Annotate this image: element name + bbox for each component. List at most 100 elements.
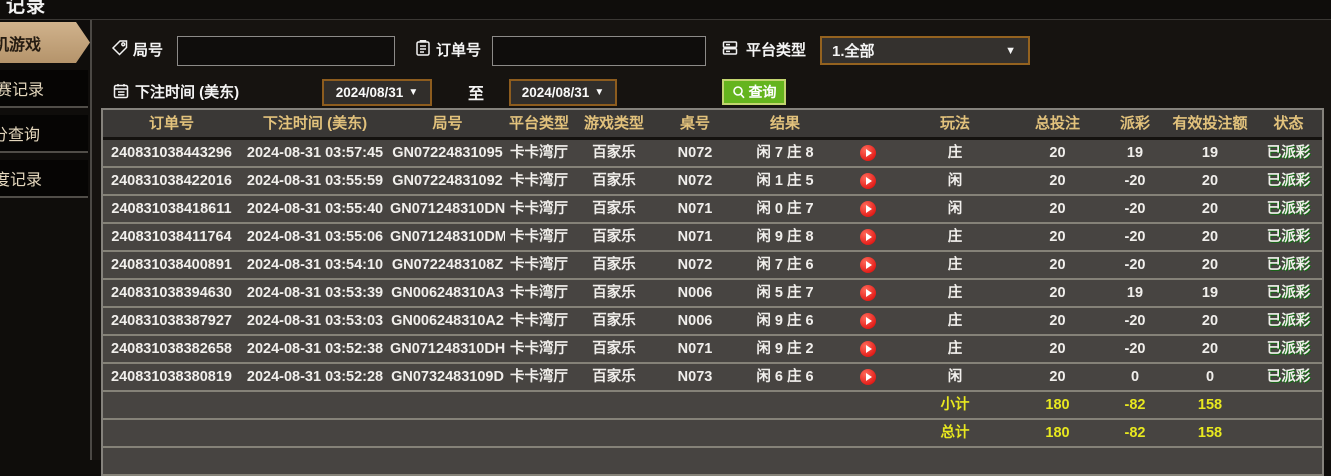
play-replay-button[interactable] (859, 173, 876, 189)
cell-game-type: 百家乐 (592, 173, 636, 189)
search-button[interactable]: 查询 (722, 79, 786, 105)
sidebar-item-label: 机游戏 (0, 36, 42, 54)
column-header: 玩法 (939, 115, 970, 132)
chevron-down-icon: ▼ (594, 87, 605, 98)
cell-game-type: 百家乐 (592, 341, 636, 357)
play-replay-button[interactable] (859, 313, 876, 329)
date-from-picker[interactable]: 2024/08/31 ▼ (322, 79, 432, 106)
round-no-input[interactable] (177, 36, 395, 66)
cell-platform: 卡卡湾厅 (510, 201, 568, 217)
cell-total-valid: 158 (1197, 397, 1223, 413)
play-replay-button[interactable] (859, 341, 876, 357)
cell-play-type: 庄 (947, 229, 963, 245)
sidebar-item-history[interactable]: 度记录 (0, 160, 88, 198)
cell-empty (390, 420, 505, 446)
cell-status: 已派彩 (1266, 341, 1311, 357)
cell-empty (103, 448, 1322, 474)
cell-total-payout: -82 (1124, 425, 1146, 441)
cell-round-no: GN071248310DH (390, 341, 505, 357)
cell-table-no: N073 (677, 369, 713, 385)
cell-status: 已派彩 (1266, 313, 1311, 329)
cell-platform: 卡卡湾厅 (510, 229, 568, 245)
cell-play-type: 闲 (947, 369, 963, 385)
cell-order-no: 240831038418611 (111, 201, 232, 217)
date-to-picker[interactable]: 2024/08/31 ▼ (509, 79, 617, 106)
sidebar-item-label: 赛记录 (0, 82, 45, 99)
cell-replay (835, 280, 900, 306)
column-header: 派彩 (1119, 115, 1150, 132)
cell-payout: -20 (1124, 341, 1146, 357)
cell-game-type: 百家乐 (592, 257, 636, 273)
round-no-label: 局号 (133, 42, 164, 59)
sidebar-item-games-active[interactable]: 机游戏 (0, 22, 90, 63)
cell-round-no: GN006248310A2 (391, 313, 504, 329)
sidebar-item-query[interactable]: 分查询 (0, 115, 88, 153)
play-replay-button[interactable] (859, 145, 876, 161)
cell-platform: 卡卡湾厅 (510, 145, 568, 161)
cell-empty (1255, 420, 1322, 446)
cell-bet-time: 2024-08-31 03:54:10 (246, 257, 384, 273)
cell-empty (655, 420, 735, 446)
cell-total-bet: 20 (1049, 229, 1066, 245)
page-title: 记录 (6, 0, 47, 17)
cell-result: 闲 7 庄 6 (756, 257, 814, 273)
column-header: 有效投注额 (1172, 115, 1248, 132)
column-header: 订单号 (148, 115, 194, 132)
cell-empty (390, 392, 505, 418)
cell-order-no: 240831038411764 (111, 229, 232, 245)
top-divider (0, 19, 1331, 20)
cell-payout: -20 (1124, 173, 1146, 189)
cell-total-bet: 20 (1049, 313, 1066, 329)
table-row: 240831038394630 2024-08-31 03:53:39 GN0062… (103, 280, 1322, 308)
cell-order-no: 240831038422016 (111, 173, 232, 189)
cell-game-type: 百家乐 (592, 145, 636, 161)
cell-empty (735, 420, 835, 446)
play-replay-button[interactable] (859, 257, 876, 273)
cell-total-bet: 20 (1049, 369, 1066, 385)
table-header-row: 订单号 下注时间 (美东) 局号 平台类型 游戏类型 桌号 结果 玩法 总投注 派彩 有效投注额 状态 (103, 110, 1322, 140)
sidebar-item-label: 度记录 (0, 172, 43, 189)
play-replay-button[interactable] (859, 369, 876, 385)
cell-bet-time: 2024-08-31 03:52:28 (246, 369, 384, 385)
bet-records-table: 订单号 下注时间 (美东) 局号 平台类型 游戏类型 桌号 结果 玩法 总投注 派彩 有效投注额 状态… (101, 108, 1324, 476)
cell-valid-bet: 19 (1201, 285, 1219, 301)
platform-type-select[interactable]: 1.全部 ▼ (820, 36, 1030, 65)
cell-total-valid: 158 (1197, 425, 1223, 441)
chevron-down-icon: ▼ (408, 87, 419, 98)
cell-replay (835, 252, 900, 278)
cell-bet-time: 2024-08-31 03:53:39 (246, 285, 384, 301)
cell-valid-bet: 20 (1201, 229, 1219, 245)
play-replay-button[interactable] (859, 285, 876, 301)
cell-payout: -20 (1124, 229, 1146, 245)
chevron-down-icon: ▼ (1005, 44, 1016, 57)
cell-valid-bet: 19 (1201, 145, 1219, 161)
cell-table-no: N071 (677, 229, 713, 245)
cell-empty (505, 420, 573, 446)
bet-time-label: 下注时间 (美东) (135, 84, 240, 101)
cell-game-type: 百家乐 (592, 369, 636, 385)
order-no-input[interactable] (492, 36, 706, 66)
play-replay-button[interactable] (859, 201, 876, 217)
cell-empty (240, 420, 390, 446)
table-row: 240831038422016 2024-08-31 03:55:59 GN0722… (103, 168, 1322, 196)
cell-result: 闲 9 庄 2 (756, 341, 814, 357)
cell-round-no: GN071248310DN (390, 201, 505, 217)
calendar-icon (112, 82, 130, 100)
play-replay-button[interactable] (859, 229, 876, 245)
cell-empty (573, 420, 655, 446)
cell-result: 闲 5 庄 7 (756, 285, 814, 301)
cell-total-bet: 180 (1045, 397, 1070, 413)
cell-valid-bet: 20 (1201, 201, 1219, 217)
cell-round-no: GN07224831095 (392, 145, 503, 161)
table-row: 240831038380819 2024-08-31 03:52:28 GN0732… (103, 364, 1322, 392)
search-button-label: 查询 (748, 84, 777, 100)
cell-platform: 卡卡湾厅 (510, 285, 568, 301)
cell-bet-time: 2024-08-31 03:53:03 (246, 313, 384, 329)
cell-bet-time: 2024-08-31 03:57:45 (246, 145, 384, 161)
cell-payout: -20 (1124, 313, 1146, 329)
sidebar-item-records[interactable]: 赛记录 (0, 70, 88, 108)
cell-total-bet: 20 (1049, 257, 1066, 273)
cell-status: 已派彩 (1266, 285, 1311, 301)
column-header: 桌号 (679, 115, 710, 132)
table-row: 240831038411764 2024-08-31 03:55:06 GN0712… (103, 224, 1322, 252)
